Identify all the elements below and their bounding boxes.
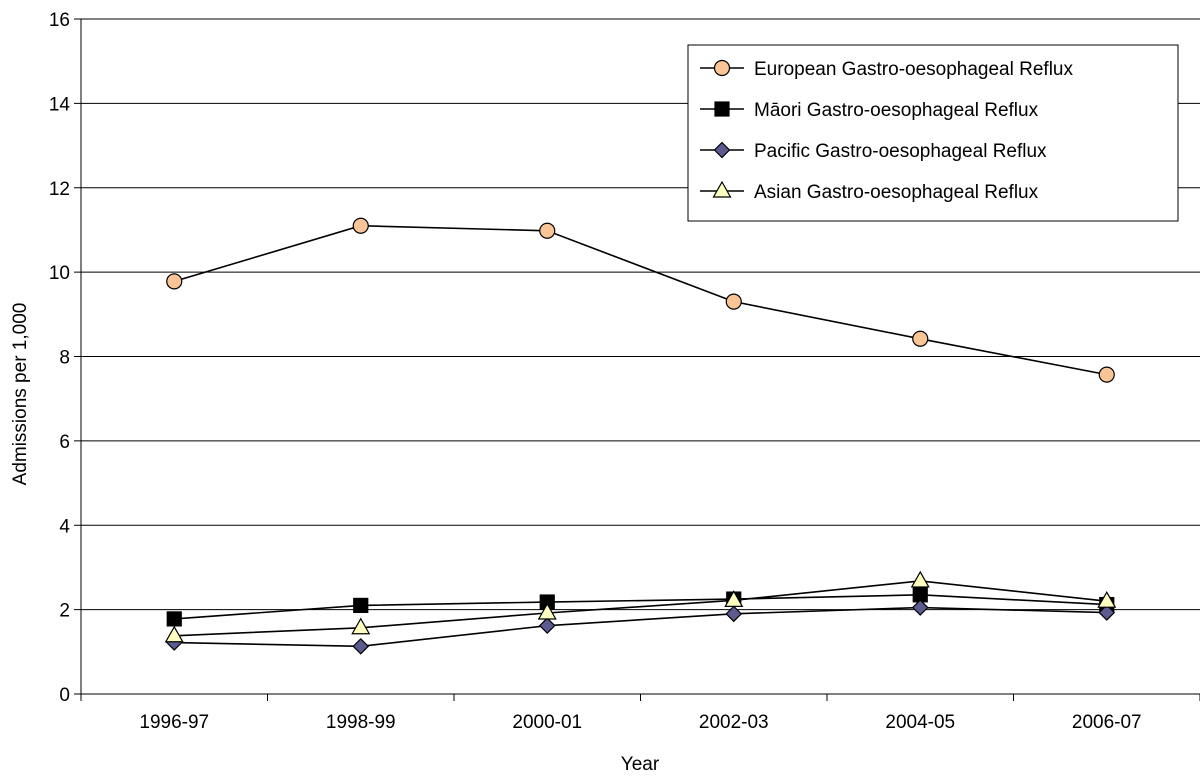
data-point <box>1098 604 1116 621</box>
series-triangle <box>164 570 1117 643</box>
data-point <box>166 611 182 627</box>
y-tick-label: 8 <box>59 348 70 369</box>
y-tick-label: 14 <box>49 94 71 115</box>
y-tick-label: 6 <box>59 432 70 453</box>
series-circle <box>166 217 1115 383</box>
legend-entry: Māori Gastro-oesophageal Reflux <box>700 100 1039 121</box>
series-line <box>174 580 1107 637</box>
x-tick-label: 2004-05 <box>885 712 955 733</box>
series-line <box>174 224 1107 376</box>
legend-marker <box>712 180 732 198</box>
series-diamond <box>165 599 1116 655</box>
legend-marker <box>713 141 731 159</box>
data-point <box>352 217 369 234</box>
data-point <box>538 617 556 635</box>
legend: European Gastro-oesophageal Reflux Māori … <box>687 44 1179 222</box>
data-point <box>164 625 184 643</box>
data-point <box>912 330 929 347</box>
y-tick-label: 12 <box>49 179 70 200</box>
legend-marker <box>714 101 730 117</box>
data-point <box>725 605 743 623</box>
data-point <box>724 590 744 607</box>
y-axis-title: Admissions per 1,000 <box>10 303 31 486</box>
y-tick-label: 4 <box>59 516 70 537</box>
legend-marker <box>713 59 731 77</box>
data-point <box>351 617 371 635</box>
legend-entry: Pacific Gastro-oesophageal Reflux <box>700 141 1047 162</box>
x-tick-label: 2002-03 <box>699 712 769 733</box>
y-tick-labels: 0 2 4 6 8 10 12 14 16 <box>49 10 71 706</box>
legend-label: Asian Gastro-oesophageal Reflux <box>754 182 1039 203</box>
x-tick-label: 1996-97 <box>139 712 209 733</box>
legend-label: European Gastro-oesophageal Reflux <box>754 59 1073 80</box>
x-tick-label: 1998-99 <box>326 712 396 733</box>
data-point <box>353 597 369 614</box>
data-point <box>910 570 930 588</box>
legend-label: Pacific Gastro-oesophageal Reflux <box>754 141 1047 162</box>
legend-entry: European Gastro-oesophageal Reflux <box>700 59 1073 80</box>
y-tick-label: 2 <box>59 601 70 622</box>
y-tick-label: 16 <box>49 10 70 31</box>
y-tick-label: 10 <box>49 263 70 284</box>
x-axis-title: Year <box>621 754 660 775</box>
legend-box <box>687 44 1179 222</box>
legend-label: Māori Gastro-oesophageal Reflux <box>754 100 1039 121</box>
data-point <box>1097 590 1117 608</box>
series-line <box>174 606 1107 648</box>
data-point <box>352 637 370 655</box>
x-tick-label: 2000-01 <box>512 712 582 733</box>
data-point <box>166 273 183 290</box>
gridlines <box>81 18 1200 611</box>
x-tick-labels: 1996-97 1998-99 2000-01 2002-03 2004-05 2006-… <box>139 712 1141 733</box>
data-point <box>1098 366 1115 383</box>
series-group <box>164 217 1117 655</box>
legend-entry: Asian Gastro-oesophageal Reflux <box>700 180 1039 203</box>
x-tick-label: 2006-07 <box>1072 712 1142 733</box>
data-point <box>725 293 742 310</box>
y-tick-label: 0 <box>59 685 70 706</box>
axes <box>74 18 1200 701</box>
series-line <box>174 594 1107 620</box>
data-point <box>539 222 556 239</box>
data-point <box>911 599 929 616</box>
data-point <box>537 602 557 620</box>
